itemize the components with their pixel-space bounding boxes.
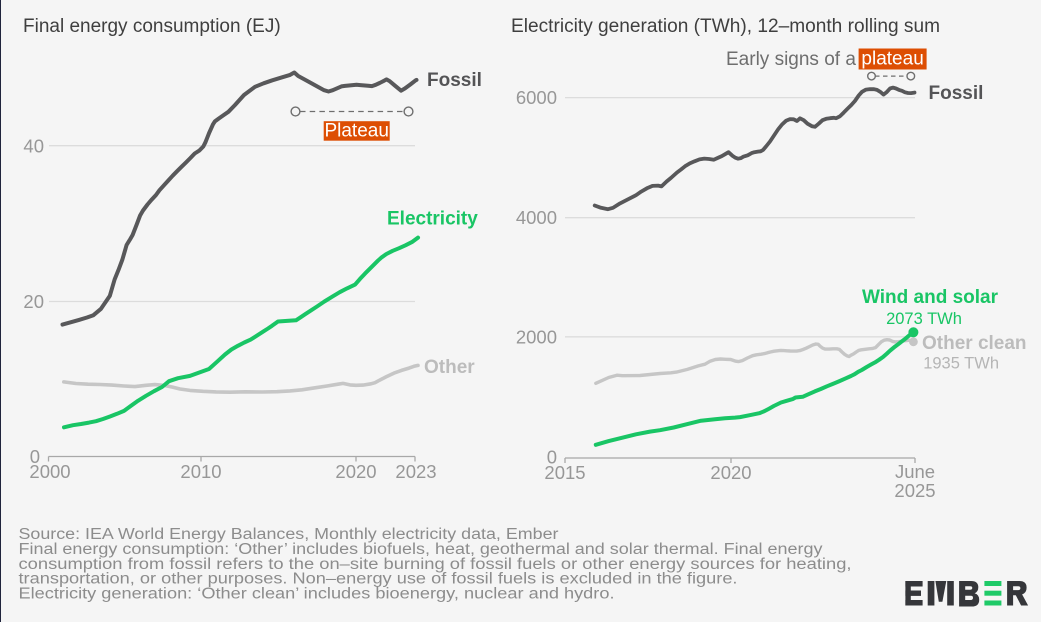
svg-text:Final energy consumption (EJ): Final energy consumption (EJ) xyxy=(23,16,281,37)
svg-text:2020: 2020 xyxy=(710,462,751,483)
svg-text:transportation, or other purpo: transportation, or other purposes. Non–e… xyxy=(19,571,738,588)
svg-text:0: 0 xyxy=(547,447,557,468)
svg-text:consumption from fossil refers: consumption from fossil refers to the on… xyxy=(19,556,852,573)
svg-text:2073 TWh: 2073 TWh xyxy=(886,310,962,328)
svg-text:20: 20 xyxy=(23,291,44,312)
svg-text:Electricity: Electricity xyxy=(387,209,478,230)
svg-text:Early signs of a: Early signs of a xyxy=(726,49,856,70)
svg-text:Electricity generation: ‘Other: Electricity generation: ‘Other clean’ in… xyxy=(19,585,615,602)
svg-text:2015: 2015 xyxy=(544,462,585,483)
svg-text:Source: IEA World Energy Balan: Source: IEA World Energy Balances, Month… xyxy=(19,526,559,543)
svg-text:2025: 2025 xyxy=(894,480,935,501)
svg-text:4000: 4000 xyxy=(516,207,557,228)
svg-text:2020: 2020 xyxy=(335,461,376,482)
svg-text:Plateau: Plateau xyxy=(324,121,388,142)
svg-text:Fossil: Fossil xyxy=(929,83,984,104)
svg-text:plateau: plateau xyxy=(861,49,923,70)
svg-text:2023: 2023 xyxy=(395,461,436,482)
svg-text:1935 TWh: 1935 TWh xyxy=(923,355,999,373)
svg-text:2010: 2010 xyxy=(180,461,221,482)
svg-text:2000: 2000 xyxy=(29,461,70,482)
svg-text:Other: Other xyxy=(424,357,475,378)
svg-text:Other clean: Other clean xyxy=(922,333,1027,354)
svg-text:Electricity generation (TWh),: Electricity generation (TWh), 12–month r… xyxy=(511,16,940,37)
svg-text:June: June xyxy=(895,461,935,482)
svg-text:Fossil: Fossil xyxy=(427,70,482,91)
svg-text:2000: 2000 xyxy=(516,326,557,347)
svg-text:40: 40 xyxy=(23,136,44,157)
svg-text:Wind and solar: Wind and solar xyxy=(862,287,999,308)
svg-text:0: 0 xyxy=(30,446,40,467)
svg-text:6000: 6000 xyxy=(516,87,557,108)
svg-text:Final energy consumption: ‘Oth: Final energy consumption: ‘Other’ includ… xyxy=(19,541,823,558)
